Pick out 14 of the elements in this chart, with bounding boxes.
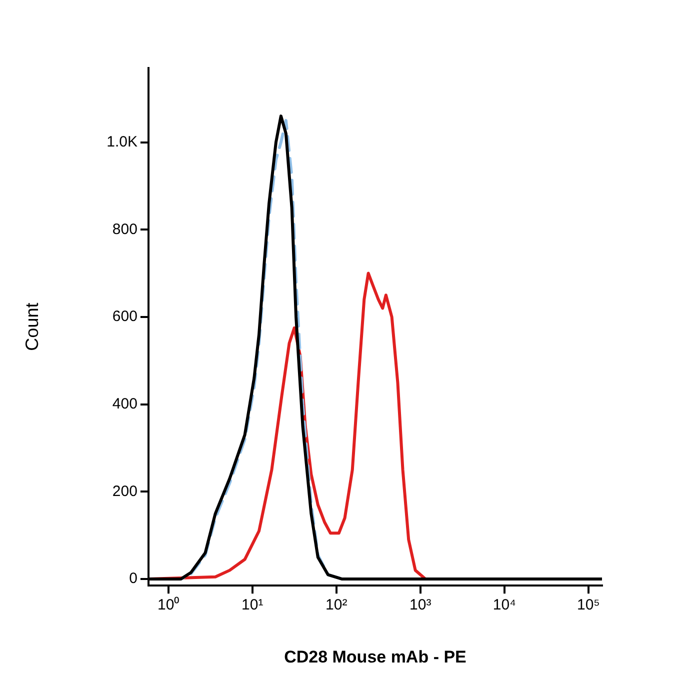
x-axis-title: CD28 Mouse mAb - PE (284, 647, 466, 666)
x-tick-label: 10¹ (242, 596, 264, 614)
x-tick-label: 10⁰ (157, 596, 180, 614)
y-tick-label: 1.0K (106, 133, 138, 150)
x-tick-label: 10³ (410, 596, 432, 614)
y-tick-label: 600 (112, 308, 138, 326)
y-tick-label: 400 (112, 395, 138, 412)
y-tick-label: 800 (112, 220, 138, 238)
y-tick-label: 200 (112, 482, 138, 500)
x-tick-label: 10² (326, 596, 348, 614)
y-axis-title: Count (22, 302, 42, 351)
x-tick-label: 10⁴ (492, 596, 516, 614)
y-tick-label: 0 (129, 570, 138, 588)
x-tick-label: 10⁵ (576, 596, 600, 614)
